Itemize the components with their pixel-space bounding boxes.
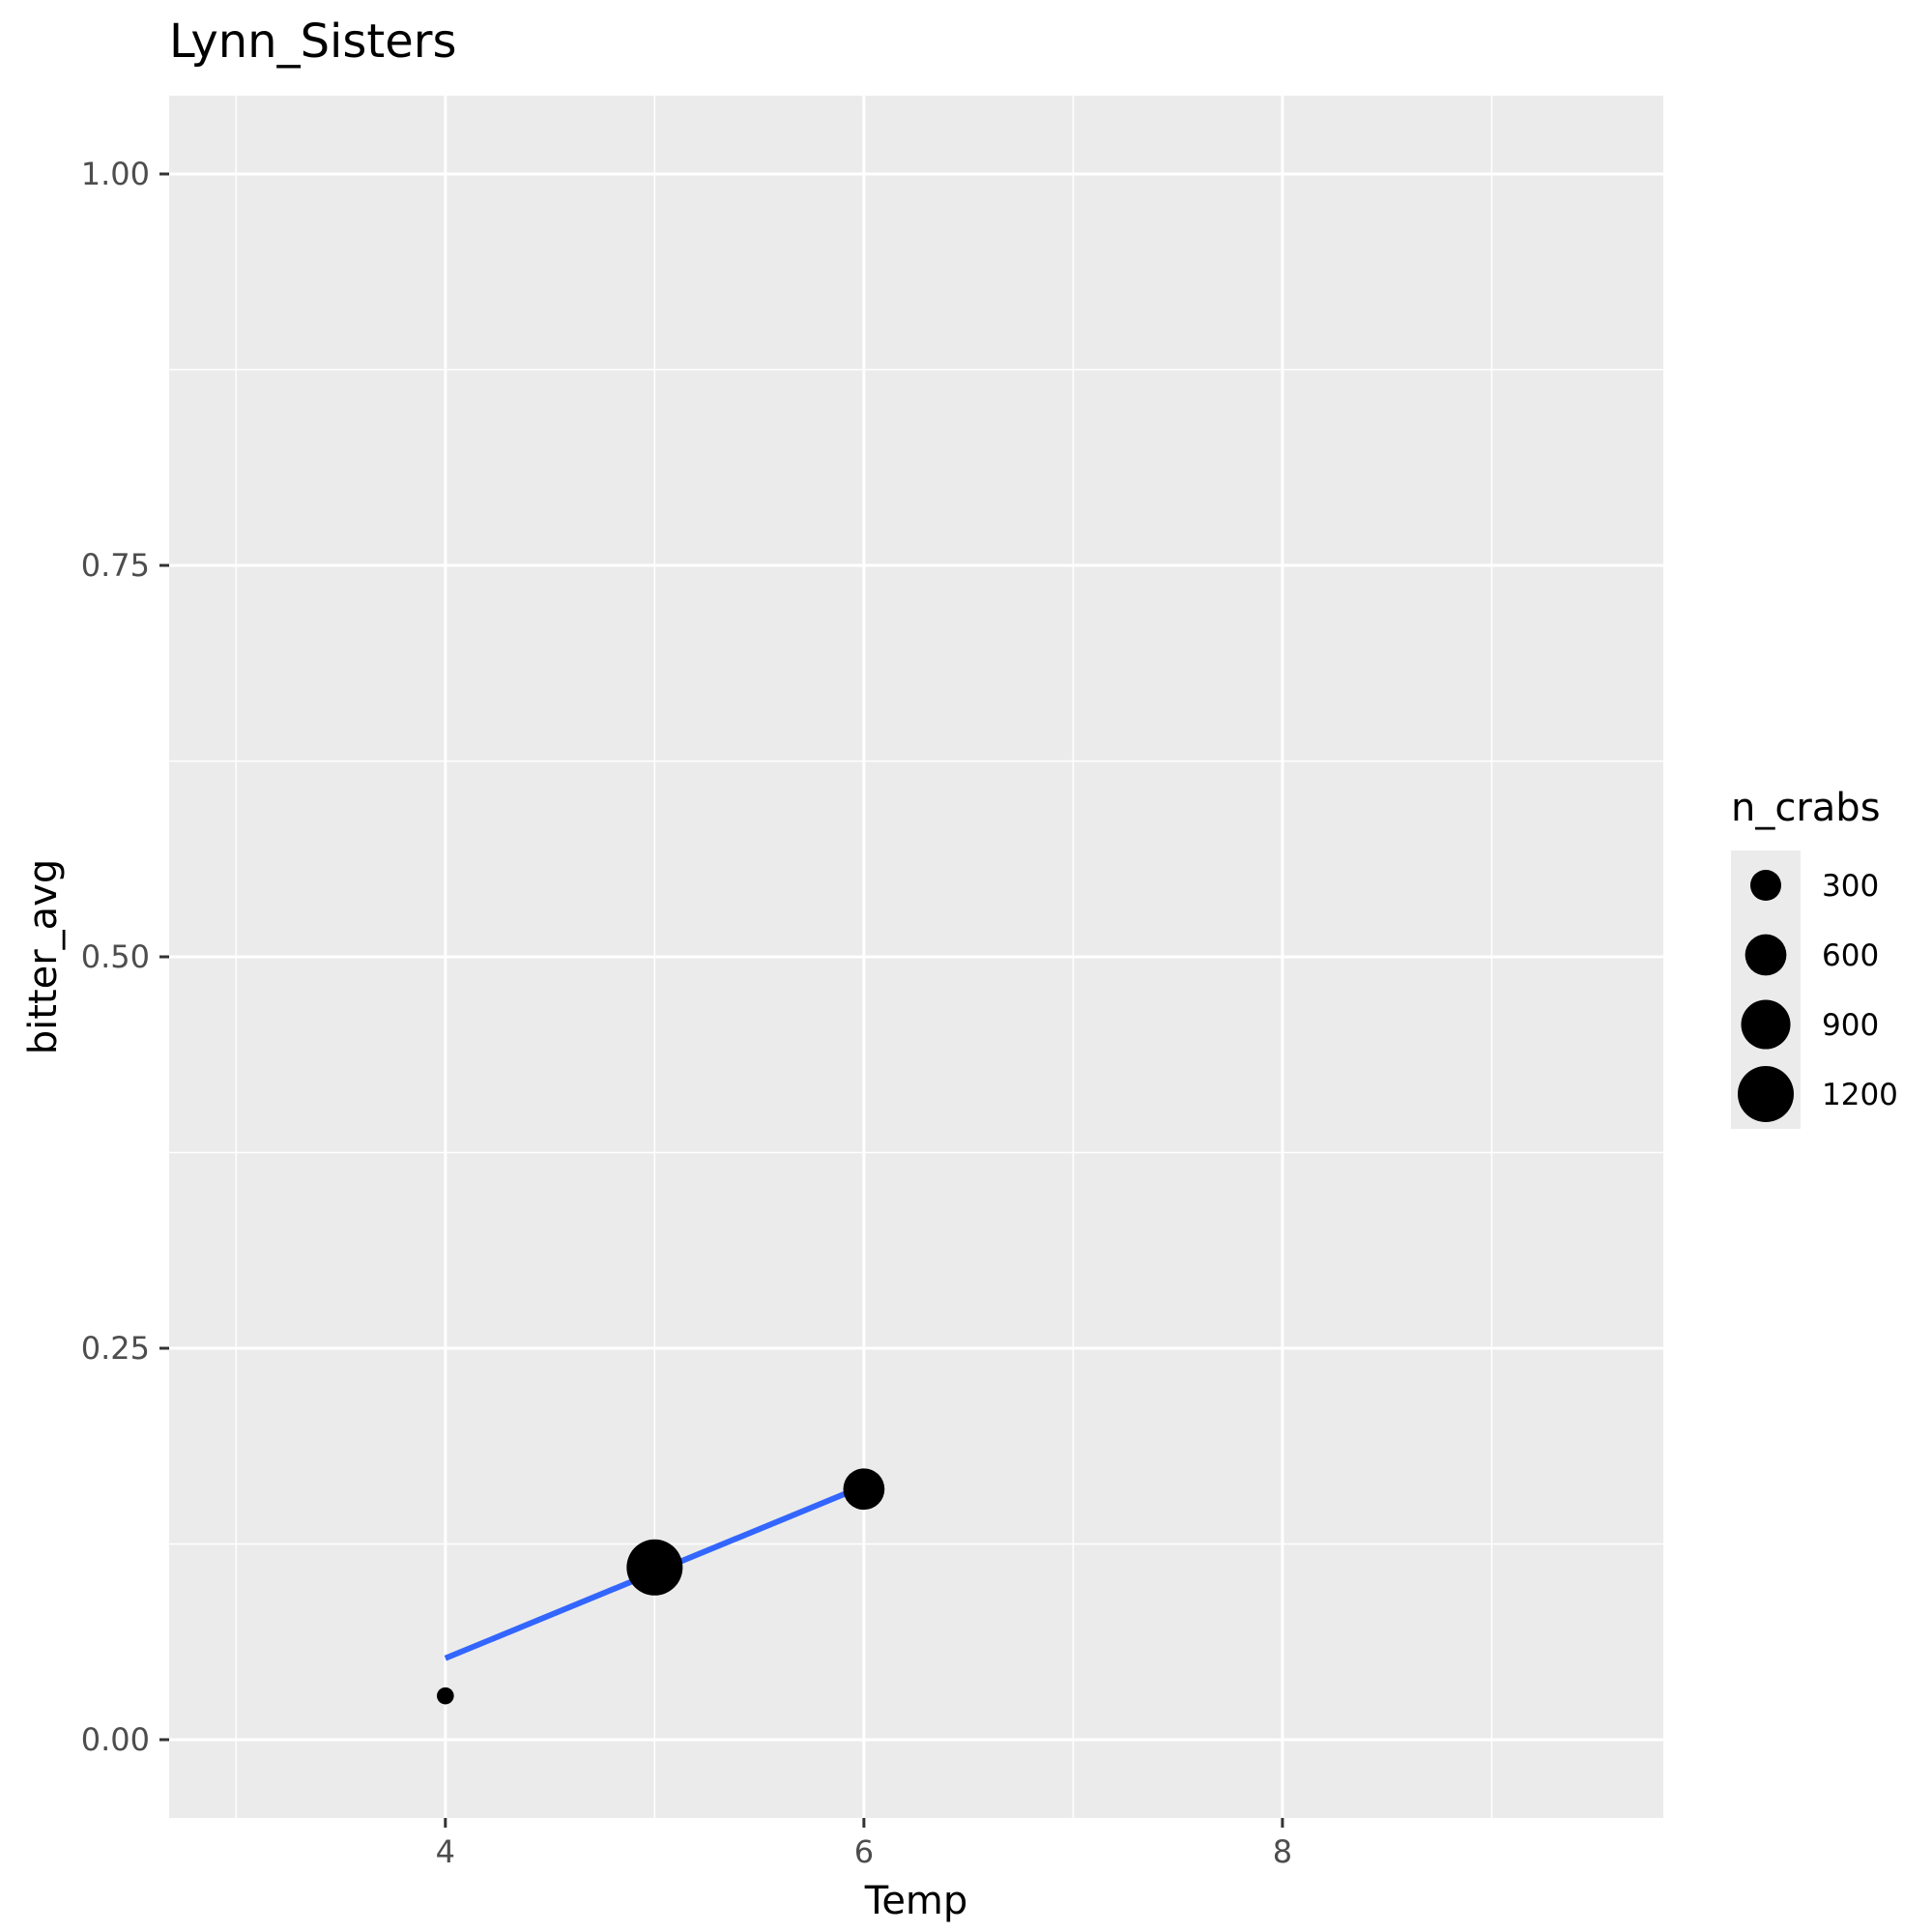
axis-tick-labels: 4 6 8 0.00 0.25 0.50 0.75 1.00 [81,156,1292,1870]
legend-label: 600 [1822,938,1879,973]
x-tick-label: 8 [1273,1833,1292,1870]
y-tick-label: 0.25 [81,1330,150,1367]
y-tick-label: 0.00 [81,1721,150,1758]
legend-label: 900 [1822,1008,1879,1043]
legend-size-key [1738,1066,1794,1122]
chart-title: Lynn_Sisters [169,14,457,69]
y-axis-title: bitter_avg [21,859,66,1055]
axis-ticks [159,172,1284,1828]
legend-size-key [1745,934,1787,976]
legend: n_crabs 300 600 900 1200 [1731,786,1898,1129]
data-point [626,1539,683,1596]
y-tick-label: 0.75 [81,547,150,584]
data-points [437,1468,885,1705]
x-axis-title: Temp [864,1879,968,1923]
x-tick-label: 4 [436,1833,455,1870]
y-tick-label: 1.00 [81,156,150,192]
data-point [437,1687,454,1705]
legend-label: 300 [1822,869,1879,904]
legend-size-key [1750,870,1781,901]
x-tick-label: 6 [854,1833,874,1870]
grid-major [169,96,1663,1818]
legend-size-key [1741,999,1791,1050]
legend-label: 1200 [1822,1078,1898,1112]
y-tick-label: 0.50 [81,938,150,975]
legend-title: n_crabs [1731,786,1881,830]
data-point [843,1468,885,1511]
